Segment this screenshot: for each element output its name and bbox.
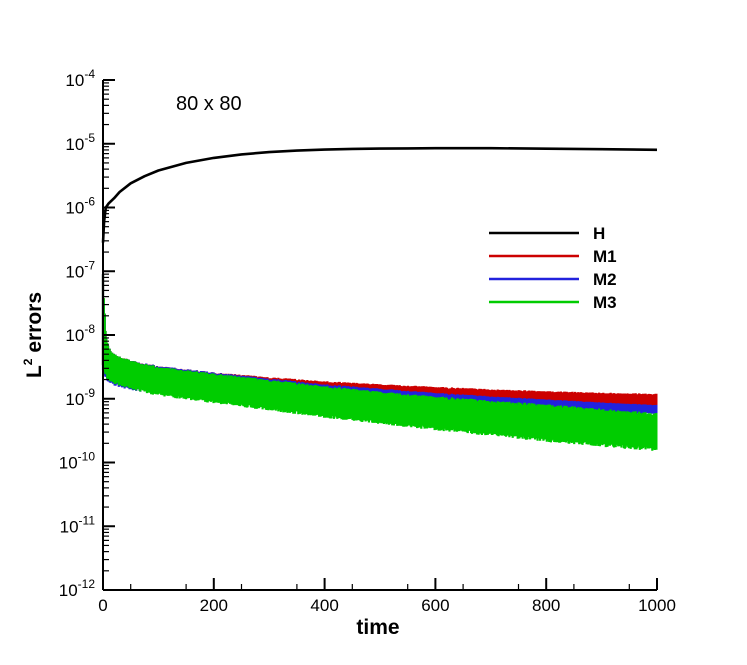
legend-item-h: H xyxy=(489,224,605,243)
legend-item-m1: M1 xyxy=(489,247,617,266)
x-tick-label-800: 800 xyxy=(532,596,560,615)
x-tick-label-0: 0 xyxy=(98,596,107,615)
y-tick-label-base: 10 xyxy=(65,199,84,218)
legend: H M1 M2 M3 xyxy=(489,224,617,312)
y-tick-label-base: 10 xyxy=(59,454,78,473)
y-tick-label--11: 10-11 xyxy=(60,513,96,536)
legend-label-m3: M3 xyxy=(593,293,617,312)
legend-item-m2: M2 xyxy=(489,270,617,289)
y-tick-label-base: 10 xyxy=(65,71,84,90)
annotation-label: 80 x 80 xyxy=(176,93,242,115)
series-m3-band xyxy=(101,274,658,451)
legend-item-m3: M3 xyxy=(489,293,617,312)
legend-label-h: H xyxy=(593,224,605,243)
x-tick-label-400: 400 xyxy=(310,596,338,615)
y-tick-label--8: 10-8 xyxy=(65,322,95,345)
y-tick-label--10: 10-10 xyxy=(59,450,96,473)
y-axis-title-base: L xyxy=(23,365,46,378)
y-tick-label-base: 10 xyxy=(60,517,79,536)
y-axis-title-sup: 2 xyxy=(21,358,35,365)
legend-label-m2: M2 xyxy=(593,270,617,289)
y-tick-label-base: 10 xyxy=(65,326,84,345)
x-tick-label-600: 600 xyxy=(421,596,449,615)
series-layer xyxy=(101,146,658,451)
y-tick-label--9: 10-9 xyxy=(65,386,95,409)
y-tick-label-exp: -7 xyxy=(84,258,95,272)
y-tick-label-exp: -11 xyxy=(79,513,96,527)
y-tick-label-exp: -10 xyxy=(78,450,96,464)
x-axis-title: time xyxy=(356,616,399,639)
series-h-line xyxy=(101,146,658,243)
y-axis-title: L2 errors xyxy=(21,292,46,378)
x-tick-label-1000: 1000 xyxy=(638,596,676,615)
y-tick-label--6: 10-6 xyxy=(65,195,95,218)
y-axis-title-rest: errors xyxy=(23,292,46,359)
series-m3 xyxy=(101,274,658,451)
y-tick-label--12: 10-12 xyxy=(59,577,96,600)
y-tick-label--5: 10-5 xyxy=(65,131,95,154)
y-tick-label-exp: -4 xyxy=(84,67,95,81)
y-tick-label-exp: -5 xyxy=(84,131,95,145)
y-tick-label-base: 10 xyxy=(65,262,84,281)
legend-label-m1: M1 xyxy=(593,247,617,266)
y-tick-label-exp: -8 xyxy=(84,322,95,336)
y-tick-label--7: 10-7 xyxy=(65,258,95,281)
y-tick-label--4: 10-4 xyxy=(65,67,95,90)
x-tick-label-200: 200 xyxy=(200,596,228,615)
axes-layer: 10-1210-1110-1010-910-810-710-610-510-40… xyxy=(59,67,676,615)
y-tick-label-base: 10 xyxy=(65,135,84,154)
y-tick-label-base: 10 xyxy=(65,390,84,409)
y-tick-label-exp: -12 xyxy=(78,577,96,591)
y-tick-label-base: 10 xyxy=(59,581,78,600)
y-tick-label-exp: -9 xyxy=(84,386,95,400)
y-tick-label-exp: -6 xyxy=(84,195,95,209)
